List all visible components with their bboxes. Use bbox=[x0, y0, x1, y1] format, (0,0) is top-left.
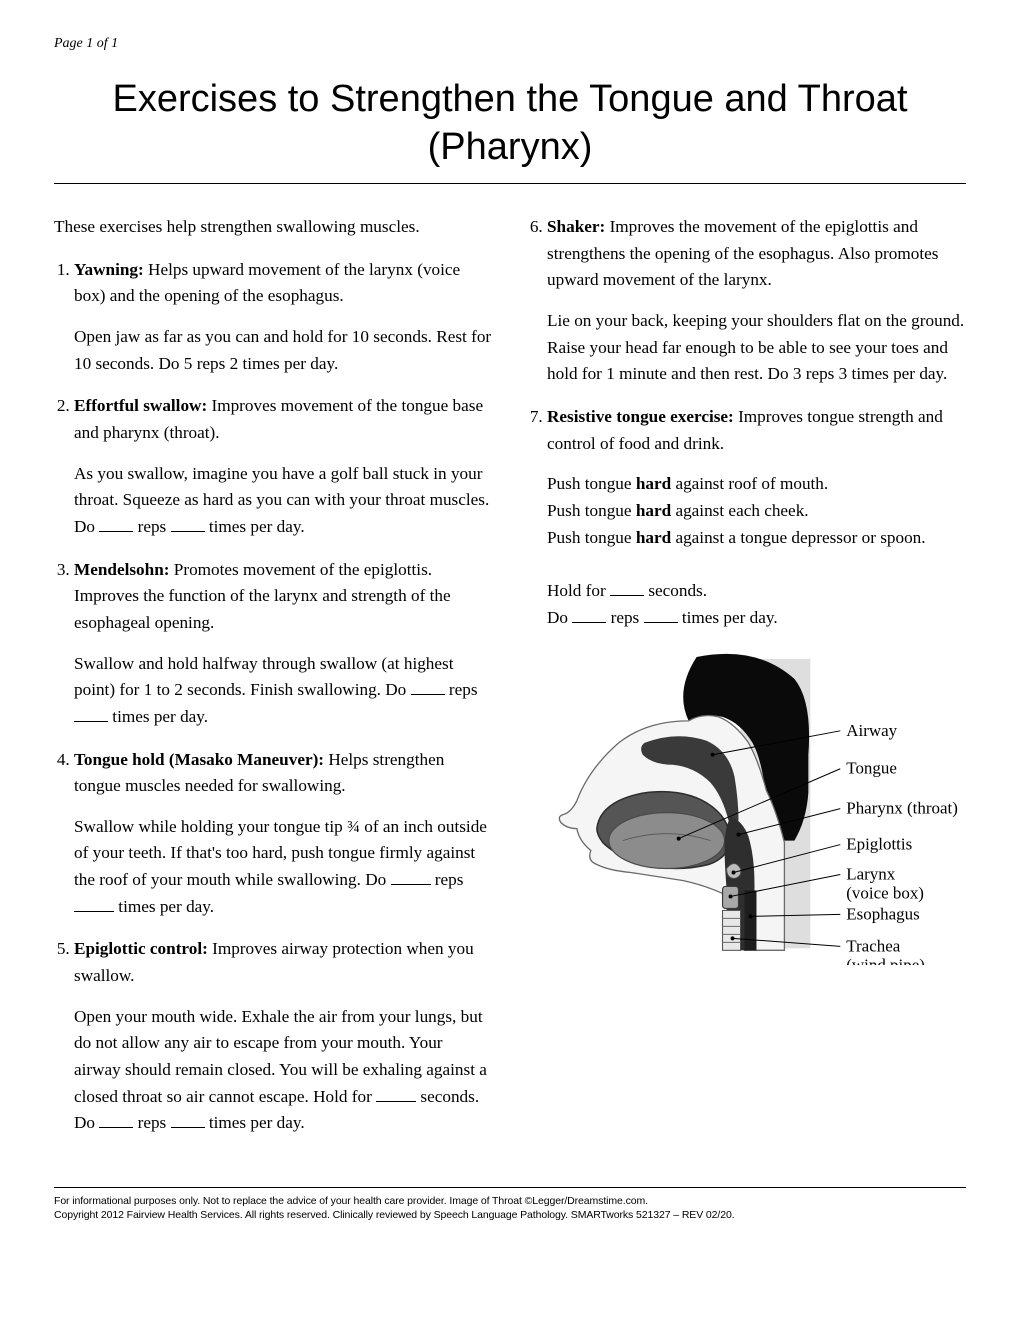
exercise-instructions: Open your mouth wide. Exhale the air fro… bbox=[74, 1004, 493, 1137]
diagram-label: Pharynx (throat) bbox=[846, 799, 958, 818]
document-page: Page 1 of 1 Exercises to Strengthen the … bbox=[0, 0, 1020, 1242]
exercise-instructions: Push tongue hard against roof of mouth.P… bbox=[547, 471, 966, 631]
exercise-item: Epiglottic control: Improves airway prot… bbox=[74, 936, 493, 1137]
exercise-instructions: Lie on your back, keeping your shoulders… bbox=[547, 308, 966, 388]
two-column-body: These exercises help strengthen swallowi… bbox=[54, 214, 966, 1153]
exercise-item: Yawning: Helps upward movement of the la… bbox=[74, 257, 493, 378]
document-title: Exercises to Strengthen the Tongue and T… bbox=[54, 76, 966, 171]
diagram-label-sub: (wind pipe) bbox=[846, 955, 925, 965]
exercise-list-left: Yawning: Helps upward movement of the la… bbox=[54, 257, 493, 1137]
exercise-item: Mendelsohn: Promotes movement of the epi… bbox=[74, 557, 493, 731]
title-rule bbox=[54, 183, 966, 184]
exercise-item: Effortful swallow: Improves movement of … bbox=[74, 393, 493, 540]
diagram-label: Trachea bbox=[846, 937, 900, 956]
exercise-list-right: Shaker: Improves the movement of the epi… bbox=[527, 214, 966, 631]
diagram-label: Airway bbox=[846, 721, 897, 740]
title-line-1: Exercises to Strengthen the Tongue and T… bbox=[112, 78, 907, 120]
exercise-name: Resistive tongue exercise: bbox=[547, 407, 734, 426]
footnote: For informational purposes only. Not to … bbox=[54, 1187, 966, 1222]
diagram-label: Epiglottis bbox=[846, 835, 912, 854]
diagram-label: Larynx bbox=[846, 865, 895, 884]
footnote-line-1: For informational purposes only. Not to … bbox=[54, 1195, 648, 1207]
diagram-label-sub: (voice box) bbox=[846, 884, 924, 903]
exercise-instructions: Swallow while holding your tongue tip ¾ … bbox=[74, 814, 493, 921]
exercise-instructions: Swallow and hold halfway through swallow… bbox=[74, 651, 493, 731]
exercise-item: Resistive tongue exercise: Improves tong… bbox=[547, 404, 966, 631]
trachea-shape bbox=[723, 911, 741, 951]
throat-anatomy-svg: Airway Tongue Pharynx (throat) Epiglottis La… bbox=[527, 651, 966, 965]
diagram-label: Tongue bbox=[846, 759, 897, 778]
exercise-name: Mendelsohn: bbox=[74, 560, 170, 579]
page-number: Page 1 of 1 bbox=[54, 36, 966, 52]
exercise-item: Shaker: Improves the movement of the epi… bbox=[547, 214, 966, 388]
exercise-desc: Improves the movement of the epiglottis … bbox=[547, 217, 938, 289]
exercise-item: Tongue hold (Masako Maneuver): Helps str… bbox=[74, 747, 493, 921]
footnote-line-2: Copyright 2012 Fairview Health Services.… bbox=[54, 1209, 735, 1221]
right-column: Shaker: Improves the movement of the epi… bbox=[527, 214, 966, 1153]
anatomy-diagram: Airway Tongue Pharynx (throat) Epiglottis La… bbox=[527, 651, 966, 974]
exercise-name: Effortful swallow: bbox=[74, 396, 207, 415]
exercise-name: Yawning: bbox=[74, 260, 144, 279]
intro-text: These exercises help strengthen swallowi… bbox=[54, 214, 493, 241]
tongue-shape bbox=[609, 813, 725, 869]
exercise-instructions: As you swallow, imagine you have a golf … bbox=[74, 461, 493, 541]
exercise-name: Tongue hold (Masako Maneuver): bbox=[74, 750, 324, 769]
esophagus-shape bbox=[745, 891, 757, 951]
exercise-name: Shaker: bbox=[547, 217, 605, 236]
exercise-name: Epiglottic control: bbox=[74, 939, 208, 958]
exercise-instructions: Open jaw as far as you can and hold for … bbox=[74, 324, 493, 377]
diagram-label: Esophagus bbox=[846, 905, 919, 924]
left-column: These exercises help strengthen swallowi… bbox=[54, 214, 493, 1153]
title-line-2: (Pharynx) bbox=[428, 126, 593, 168]
